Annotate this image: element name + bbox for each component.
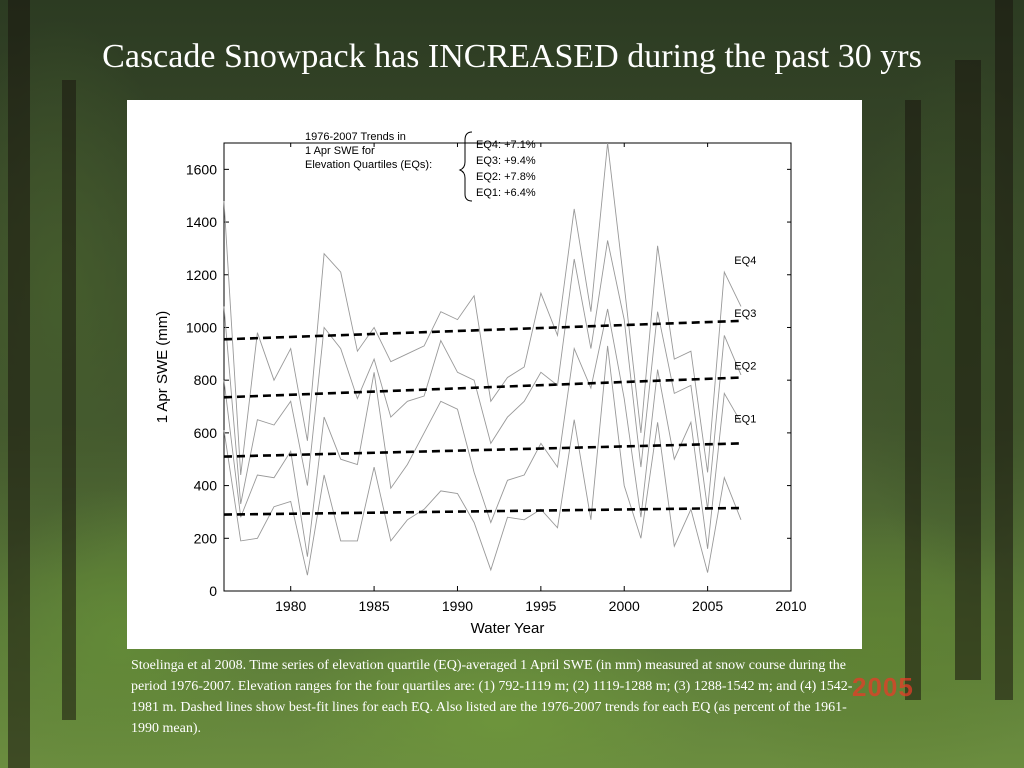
legend-heading-line: 1 Apr SWE for bbox=[305, 145, 375, 157]
trend-line-eq3 bbox=[223, 376, 742, 399]
y-tick-label: 1200 bbox=[186, 267, 217, 283]
forest-trunk bbox=[955, 60, 981, 680]
legend-brace bbox=[458, 131, 473, 202]
legend-entry: EQ1: +6.4% bbox=[476, 187, 536, 199]
trend-line-eq2 bbox=[223, 442, 742, 458]
x-tick-label: 1985 bbox=[359, 598, 390, 614]
forest-trunk bbox=[995, 0, 1013, 700]
series-line-eq3 bbox=[223, 240, 742, 510]
x-tick-label: 2010 bbox=[775, 598, 806, 614]
legend-entry: EQ3: +9.4% bbox=[476, 155, 536, 167]
legend-heading-line: Elevation Quartiles (EQs): bbox=[305, 159, 432, 171]
y-tick-label: 200 bbox=[194, 530, 218, 546]
forest-trunk bbox=[62, 80, 76, 720]
data-series bbox=[223, 142, 742, 576]
annotations: EQ4 EQ3 EQ2 EQ1 1976-2007 Trends in 1 Apr SWE… bbox=[305, 131, 756, 425]
line-label-eq1: EQ1 bbox=[734, 413, 756, 425]
legend-entry: EQ2: +7.8% bbox=[476, 171, 536, 183]
photo-date-stamp: 2005 bbox=[852, 672, 914, 702]
chart-panel: 0 200 400 600 800 1000 1200 1400 1600 1980 1985 199… bbox=[127, 100, 862, 649]
x-axis-label: Water Year bbox=[471, 620, 545, 637]
y-tick-label: 1400 bbox=[186, 214, 217, 230]
line-label-eq3: EQ3 bbox=[734, 308, 756, 320]
x-tick-label: 2000 bbox=[609, 598, 640, 614]
line-label-eq2: EQ2 bbox=[734, 361, 756, 373]
trend-line-eq1 bbox=[223, 506, 741, 516]
figure-caption: Stoelinga et al 2008. Time series of ele… bbox=[131, 658, 853, 736]
series-line-eq1 bbox=[223, 345, 742, 576]
x-tick-label: 1980 bbox=[275, 598, 306, 614]
slide-title: Cascade Snowpack has INCREASED during th… bbox=[102, 38, 922, 75]
forest-trunk bbox=[8, 0, 30, 768]
x-tick-label: 1995 bbox=[525, 598, 556, 614]
axes: 0 200 400 600 800 1000 1200 1400 1600 1980 1985 199… bbox=[154, 142, 807, 637]
y-tick-label: 1000 bbox=[186, 319, 217, 335]
trend-lines bbox=[223, 319, 742, 516]
y-tick-label: 0 bbox=[209, 583, 217, 599]
y-tick-label: 600 bbox=[194, 425, 218, 441]
series-line-eq2 bbox=[223, 308, 742, 557]
plot-frame bbox=[223, 142, 792, 592]
x-tick-label: 2005 bbox=[692, 598, 723, 614]
x-tick-label: 1990 bbox=[442, 598, 473, 614]
swe-line-chart: 0 200 400 600 800 1000 1200 1400 1600 1980 1985 199… bbox=[154, 131, 807, 637]
y-axis-label: 1 Apr SWE (mm) bbox=[154, 311, 171, 424]
forest-trunk bbox=[905, 100, 921, 700]
line-label-eq4: EQ4 bbox=[734, 255, 756, 267]
trend-line-eq4 bbox=[223, 319, 742, 341]
y-tick-label: 400 bbox=[194, 478, 218, 494]
series-line-eq4 bbox=[223, 142, 742, 476]
legend-heading-line: 1976-2007 Trends in bbox=[305, 131, 406, 143]
y-tick-label: 800 bbox=[194, 372, 218, 388]
y-tick-label: 1600 bbox=[186, 161, 217, 177]
legend-entry: EQ4: +7.1% bbox=[476, 139, 536, 151]
